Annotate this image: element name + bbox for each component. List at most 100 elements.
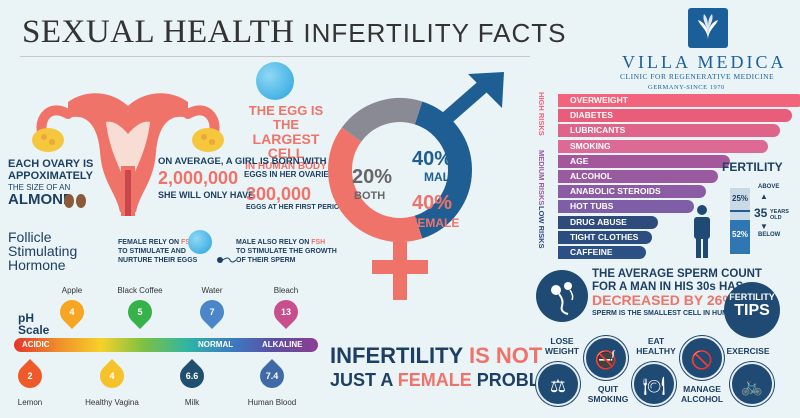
male-pct: 40%	[412, 148, 453, 170]
female-label: FEMALE	[410, 216, 460, 230]
egg-line1: THE EGG IS THE	[248, 103, 324, 132]
fertility-age: 35	[754, 206, 768, 220]
almond-icon-2	[76, 194, 86, 208]
ph-title1: pH	[18, 311, 34, 325]
male-arrow-shaft	[435, 76, 493, 130]
fsh-follicle: Follicle	[8, 229, 52, 245]
fsh-acronym: Follicle Stimulating Hormone	[8, 230, 77, 272]
scale-icon: ⚖	[536, 362, 580, 406]
ph-top-label: Bleach	[273, 286, 299, 295]
ovary-line3: THE SIZE OF AN	[8, 183, 71, 192]
fsh-female: FEMALE RELY ON FSH TO STIMULATE AND NURT…	[118, 238, 197, 265]
ovary-line1: EACH OVARY IS	[8, 158, 94, 170]
fsh-male-fsh: FSH	[311, 239, 326, 246]
ph-acidic: ACIDIC	[22, 340, 50, 349]
ph-bottom-value: 7.4	[265, 371, 279, 381]
left-ovary-icon	[32, 128, 64, 152]
ph-title: pH Scale	[18, 312, 49, 336]
gender-donut-chart	[328, 72, 504, 300]
ph-title2: Scale	[18, 323, 50, 337]
title-sans: INFERTILITY FACTS	[303, 18, 567, 48]
fsh-male: MALE ALSO RELY ON FSH TO STIMULATE THE G…	[236, 238, 337, 265]
risk-label: DIABETES	[570, 110, 613, 121]
tip-label: QUIT SMOKING	[587, 384, 629, 404]
man-figure-icon	[694, 205, 710, 258]
slogan: INFERTILITY IS NOT JUST A FEMALE PROBLEM	[330, 344, 567, 392]
donut-slice-female	[328, 127, 423, 242]
ovary-fact: EACH OVARY IS APPOXIMATELY THE SIZE OF A…	[8, 158, 94, 207]
fsh-male-line3: OF THEIR SPERM	[236, 257, 296, 264]
fsh-female-line1: FEMALE RELY ON	[118, 239, 180, 246]
sperm-line1: THE AVERAGE SPERM COUNT	[592, 268, 762, 280]
risk-bar-age: AGE	[558, 154, 730, 168]
both-pct: 20%	[352, 166, 393, 188]
risk-bar-tight-clothes: TIGHT CLOTHES	[558, 230, 652, 244]
ph-bottom-value: 2	[27, 371, 33, 381]
risk-bar-smoking: SMOKING	[558, 139, 768, 153]
logo-tagline: CLINIC FOR REGENERATIVE MEDICINE	[620, 72, 775, 81]
ph-bottom-value: 4	[109, 371, 115, 381]
sperm-icon	[216, 252, 237, 263]
food-icon: 🍽	[632, 362, 676, 406]
tips-title2: TIPS	[734, 302, 770, 319]
ph-top-value: 13	[280, 307, 291, 317]
fsh-female-line2: TO STIMULATE AND	[118, 248, 186, 255]
fertility-years-old: YEARS OLD	[770, 209, 789, 221]
risk-bar-lubricants: LUBRICANTS	[558, 124, 780, 138]
almond-icon	[64, 194, 74, 208]
fertility-pct-below: 52%	[732, 230, 749, 239]
ph-normal: NORMAL	[198, 340, 234, 349]
title-underline	[20, 56, 530, 57]
risk-label: HOT TUBS	[570, 201, 614, 212]
ph-top-value: 7	[209, 307, 215, 317]
slogan-w2: IS NOT	[468, 343, 543, 368]
sperm-line3: DECREASED BY 26%	[592, 292, 735, 308]
risk-bar-overweight: OVERWEIGHT	[558, 94, 800, 107]
sperm-count-icon	[536, 270, 588, 322]
risk-label: OVERWEIGHT	[570, 95, 628, 105]
sperm-line4: SPERM IS THE SMALLEST CELL IN HUMAN BODY	[592, 310, 761, 317]
slogan-w1: INFERTILITY	[330, 343, 463, 368]
born-suffix2: SHE WILL ONLY HAVE	[158, 190, 255, 200]
both-label: BOTH	[354, 190, 386, 202]
egg-small-icon	[188, 230, 212, 254]
fertility-above-label: ABOVE	[758, 184, 780, 190]
risk-bar-alcohol: ALCOHOL	[558, 170, 718, 183]
tip-label: MANAGE ALCOHOL	[680, 384, 724, 404]
ph-bottom-label: Healthy Vagina	[85, 398, 139, 407]
donut-slice-male	[414, 101, 472, 239]
slogan-w4: FEMALE	[397, 370, 472, 390]
down-arrow-icon: ▼	[760, 222, 768, 231]
born-suffix3: EGGS AT HER FIRST PERIOD	[246, 204, 345, 211]
ph-bottom-label: Human Blood	[247, 398, 297, 407]
fsh-hormone: Hormone	[8, 257, 66, 273]
born-number2: 300,000	[246, 184, 312, 204]
ph-bottom-value: 6.6	[185, 371, 199, 381]
ph-top-label: Black Coffee	[117, 286, 163, 295]
egg-line3: IN HUMAN BODY	[245, 161, 327, 172]
logo-tagline-2: GERMANY-SINCE 1970	[648, 84, 725, 91]
tip-label: EAT HEALTHY	[636, 336, 676, 356]
female-cross-icon	[372, 260, 428, 274]
egg-line2: LARGEST CELL	[252, 131, 320, 161]
ph-top-value: 4	[69, 307, 75, 317]
risk-label: AGE	[570, 155, 589, 166]
page-title: SEXUAL HEALTH INFERTILITY FACTS	[22, 14, 566, 51]
ph-bottom-label: Lemon	[17, 398, 43, 407]
fertility-below-label: BELOW	[758, 232, 781, 238]
born-suffix1: EGGS IN HER OVARIES	[244, 170, 335, 179]
ph-gradient-bar	[14, 338, 318, 352]
ovary-line2: APPOXIMATELY	[8, 170, 93, 182]
donut-slice-both	[341, 98, 423, 143]
fertility-divider	[730, 210, 750, 212]
risk-bar-drug-abuse: DRUG ABUSE	[558, 215, 658, 229]
born-number: 2,000,000	[158, 168, 239, 188]
risk-label: TIGHT CLOTHES	[570, 231, 639, 242]
risk-label: SMOKING	[570, 140, 611, 151]
fsh-female-line3: NURTURE THEIR EGGS	[118, 257, 198, 264]
egg-cell-icon	[256, 62, 294, 100]
no-smoking-icon: 🚭	[584, 336, 628, 380]
fsh-stimulating: Stimulating	[8, 243, 78, 259]
title-serif: SEXUAL HEALTH	[22, 14, 295, 50]
sperm-fact: THE AVERAGE SPERM COUNT FOR A MAN IN HIS…	[592, 268, 762, 320]
